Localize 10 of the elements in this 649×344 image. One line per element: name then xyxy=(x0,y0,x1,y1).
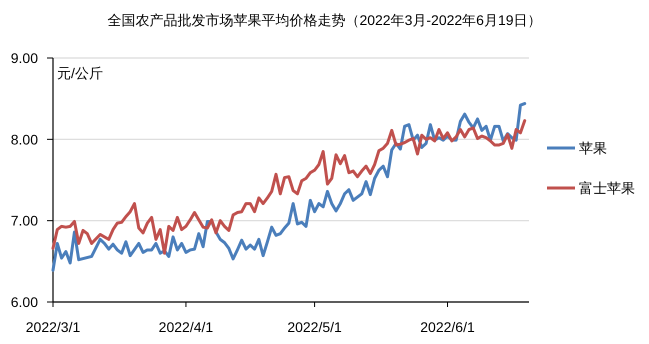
x-tick-label: 2022/4/1 xyxy=(158,319,214,335)
x-tick-label: 2022/6/1 xyxy=(420,319,475,335)
y-tick-label: 9.00 xyxy=(10,50,38,66)
y-tick-label: 6.00 xyxy=(10,294,38,310)
y-tick-label: 7.00 xyxy=(10,212,38,229)
title: 全国农产品批发市场苹果平均价格走势（2022年3月-2022年6月19日） xyxy=(107,12,542,28)
x-tick-label: 2022/5/1 xyxy=(287,319,342,335)
y-tick-label: 8.00 xyxy=(10,131,38,148)
x-tick-label: 2022/3/1 xyxy=(26,319,80,335)
ylabel: 元/公斤 xyxy=(57,65,103,81)
